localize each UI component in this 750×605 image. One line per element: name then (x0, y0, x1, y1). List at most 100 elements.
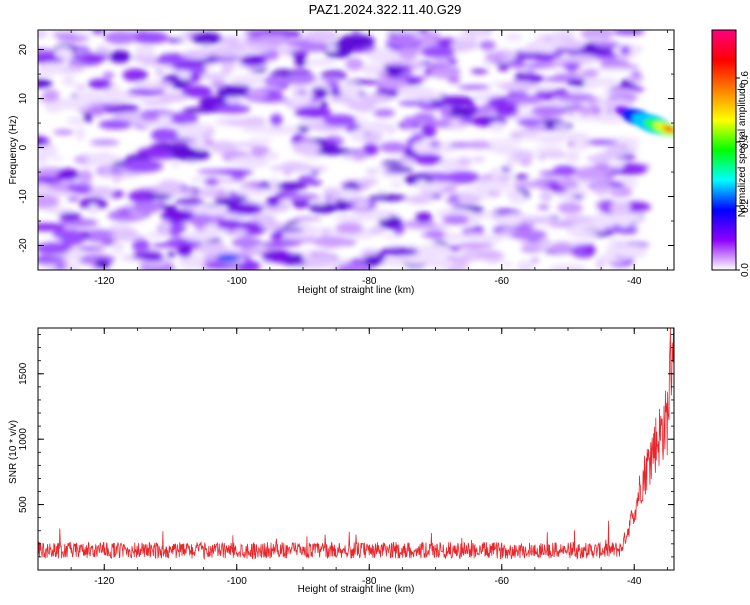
noise-blob (575, 222, 616, 229)
noise-blob (266, 49, 279, 58)
noise-blob (468, 212, 501, 219)
noise-blob (135, 44, 156, 57)
noise-blob (58, 212, 82, 221)
noise-blob (246, 89, 269, 99)
noise-blob (556, 93, 596, 102)
noise-blob (494, 174, 514, 180)
noise-blob (379, 141, 408, 153)
noise-blob (313, 198, 327, 205)
colorbar-tick-label: 0.2 (740, 199, 750, 213)
colorbar-frame (711, 29, 737, 271)
noise-blob (51, 156, 64, 161)
noise-blob (608, 239, 628, 246)
noise-blob (385, 36, 424, 46)
noise-blob (392, 76, 430, 80)
noise-blob (134, 90, 155, 96)
y-tick-label: 1000 (18, 428, 29, 451)
noise-blob (336, 262, 373, 270)
noise-blob (95, 154, 123, 163)
snr-series (37, 327, 675, 561)
noise-blob (177, 123, 213, 135)
y-tick-label: 0 (18, 144, 29, 150)
noise-blob (362, 143, 379, 156)
x-tick-label: -120 (94, 276, 114, 287)
noise-blob (429, 93, 444, 100)
noise-blob (109, 222, 130, 230)
noise-blob (512, 150, 535, 162)
x-tick-label: -100 (227, 276, 247, 287)
noise-blob (324, 138, 335, 147)
noise-blob (352, 208, 392, 221)
noise-blob (309, 202, 339, 214)
noise-blob (550, 241, 573, 253)
noise-blob (567, 229, 598, 237)
noise-blob (390, 181, 403, 188)
noise-blob (171, 148, 211, 161)
noise-blob (325, 52, 351, 58)
noise-blob (62, 75, 76, 87)
noise-blob (235, 260, 261, 270)
noise-blob (358, 177, 379, 186)
noise-blob (110, 233, 145, 241)
noise-blob (610, 201, 631, 216)
x-tick-label: -80 (362, 576, 377, 587)
noise-blob (473, 225, 484, 231)
noise-blob (290, 93, 306, 106)
noise-blob (554, 47, 573, 54)
noise-blob (233, 142, 257, 148)
noise-blob (38, 30, 48, 38)
noise-blob (210, 140, 238, 154)
noise-blob (442, 232, 463, 242)
noise-blob (229, 156, 264, 166)
x-tick-label: -60 (495, 276, 510, 287)
noise-blob (221, 60, 234, 75)
noise-blob (565, 150, 580, 163)
noise-blob (194, 136, 206, 151)
noise-blob (457, 233, 492, 241)
noise-blob (53, 129, 75, 135)
noise-blob (279, 161, 306, 172)
noise-blob (373, 108, 396, 118)
snr-x-ticks: -120 -100 -80 -60 -40 (37, 328, 668, 587)
noise-blob (159, 92, 188, 103)
noise-blob (469, 30, 487, 34)
noise-blob (292, 216, 323, 221)
noise-blob (572, 115, 611, 121)
noise-blob (276, 182, 308, 191)
noise-blob (398, 47, 419, 60)
noise-blob (612, 30, 645, 36)
noise-blob (81, 229, 116, 243)
noise-blob (132, 238, 150, 253)
noise-blob (109, 169, 124, 174)
noise-blob (412, 112, 436, 124)
noise-blob (150, 128, 176, 142)
noise-blob (543, 151, 568, 159)
noise-blob (38, 255, 67, 264)
noise-blob (147, 231, 166, 239)
noise-blob (216, 190, 226, 199)
noise-blob (191, 32, 223, 45)
noise-blob (263, 75, 289, 88)
noise-blob (157, 179, 183, 194)
noise-blob (259, 221, 287, 229)
noise-blob (557, 202, 583, 214)
noise-blob (494, 103, 519, 118)
spectrogram-x-label: Height of straight line (km) (298, 285, 415, 296)
noise-blob (531, 105, 567, 117)
noise-blob (562, 62, 582, 70)
colorbar-label: Normalized spectral amplitude (737, 82, 748, 217)
noise-blob (88, 186, 115, 198)
noise-blob (232, 228, 247, 237)
snr-line (37, 327, 675, 561)
noise-blob (429, 140, 441, 149)
noise-blob (78, 169, 93, 182)
noise-blob (67, 183, 93, 194)
noise-blob (424, 230, 446, 240)
snr-panel: -120 -100 -80 -60 -40 500 1000 1500 Height of … (8, 327, 675, 595)
noise-blob (318, 248, 328, 253)
noise-blob (420, 45, 455, 58)
noise-blob (530, 85, 559, 92)
noise-blob (51, 31, 76, 38)
noise-blob (212, 104, 251, 114)
